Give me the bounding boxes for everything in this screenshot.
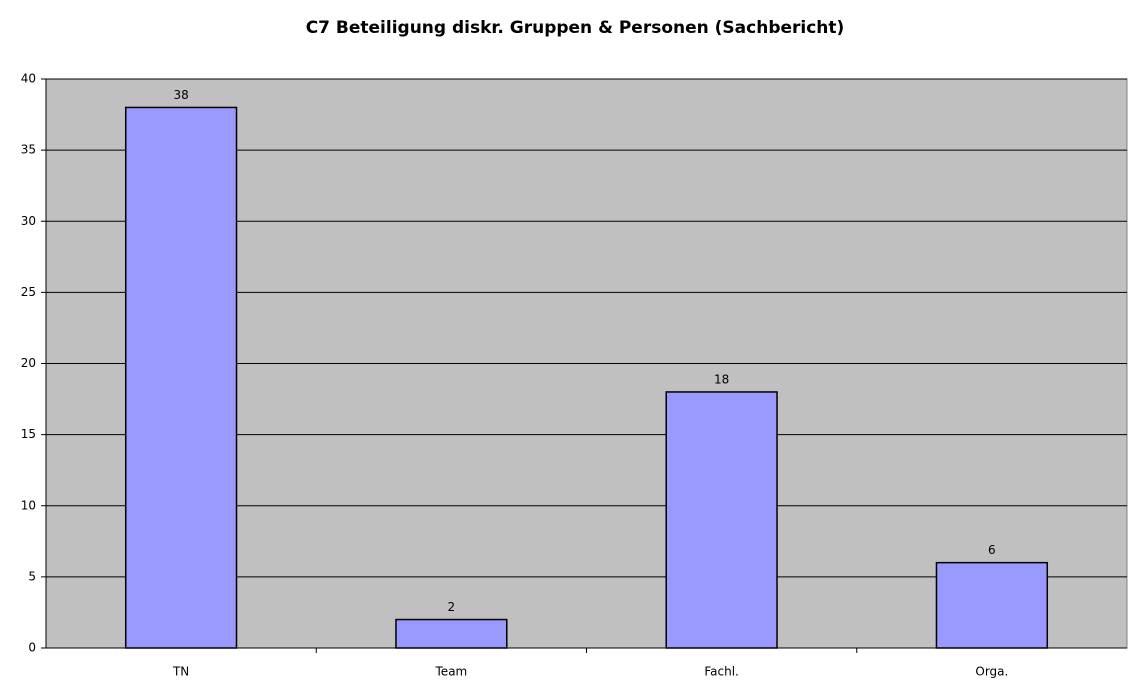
y-tick-label: 20 (21, 356, 36, 370)
y-tick-label: 10 (21, 498, 36, 512)
bar (395, 618, 508, 649)
y-tick-label: 30 (21, 214, 36, 228)
y-tick-label: 0 (28, 641, 36, 655)
y-tick-label: 15 (21, 427, 36, 441)
chart-title: C7 Beteiligung diskr. Gruppen & Personen… (306, 18, 845, 38)
data-label: 18 (714, 372, 729, 386)
bar (665, 391, 778, 649)
y-tick-label: 35 (21, 143, 36, 157)
y-tick-label: 5 (28, 569, 36, 583)
x-tick-label: Orga. (975, 665, 1008, 679)
data-label: 6 (988, 543, 996, 557)
x-tick-label: Fachl. (704, 665, 739, 679)
bar (124, 106, 238, 649)
y-tick-label: 25 (21, 285, 36, 299)
y-tick-label: 40 (21, 72, 36, 86)
x-tick-label: TN (172, 665, 189, 679)
bar (935, 561, 1049, 649)
data-label: 38 (173, 88, 188, 102)
data-label: 2 (448, 600, 456, 614)
x-tick-label: Team (435, 665, 468, 679)
